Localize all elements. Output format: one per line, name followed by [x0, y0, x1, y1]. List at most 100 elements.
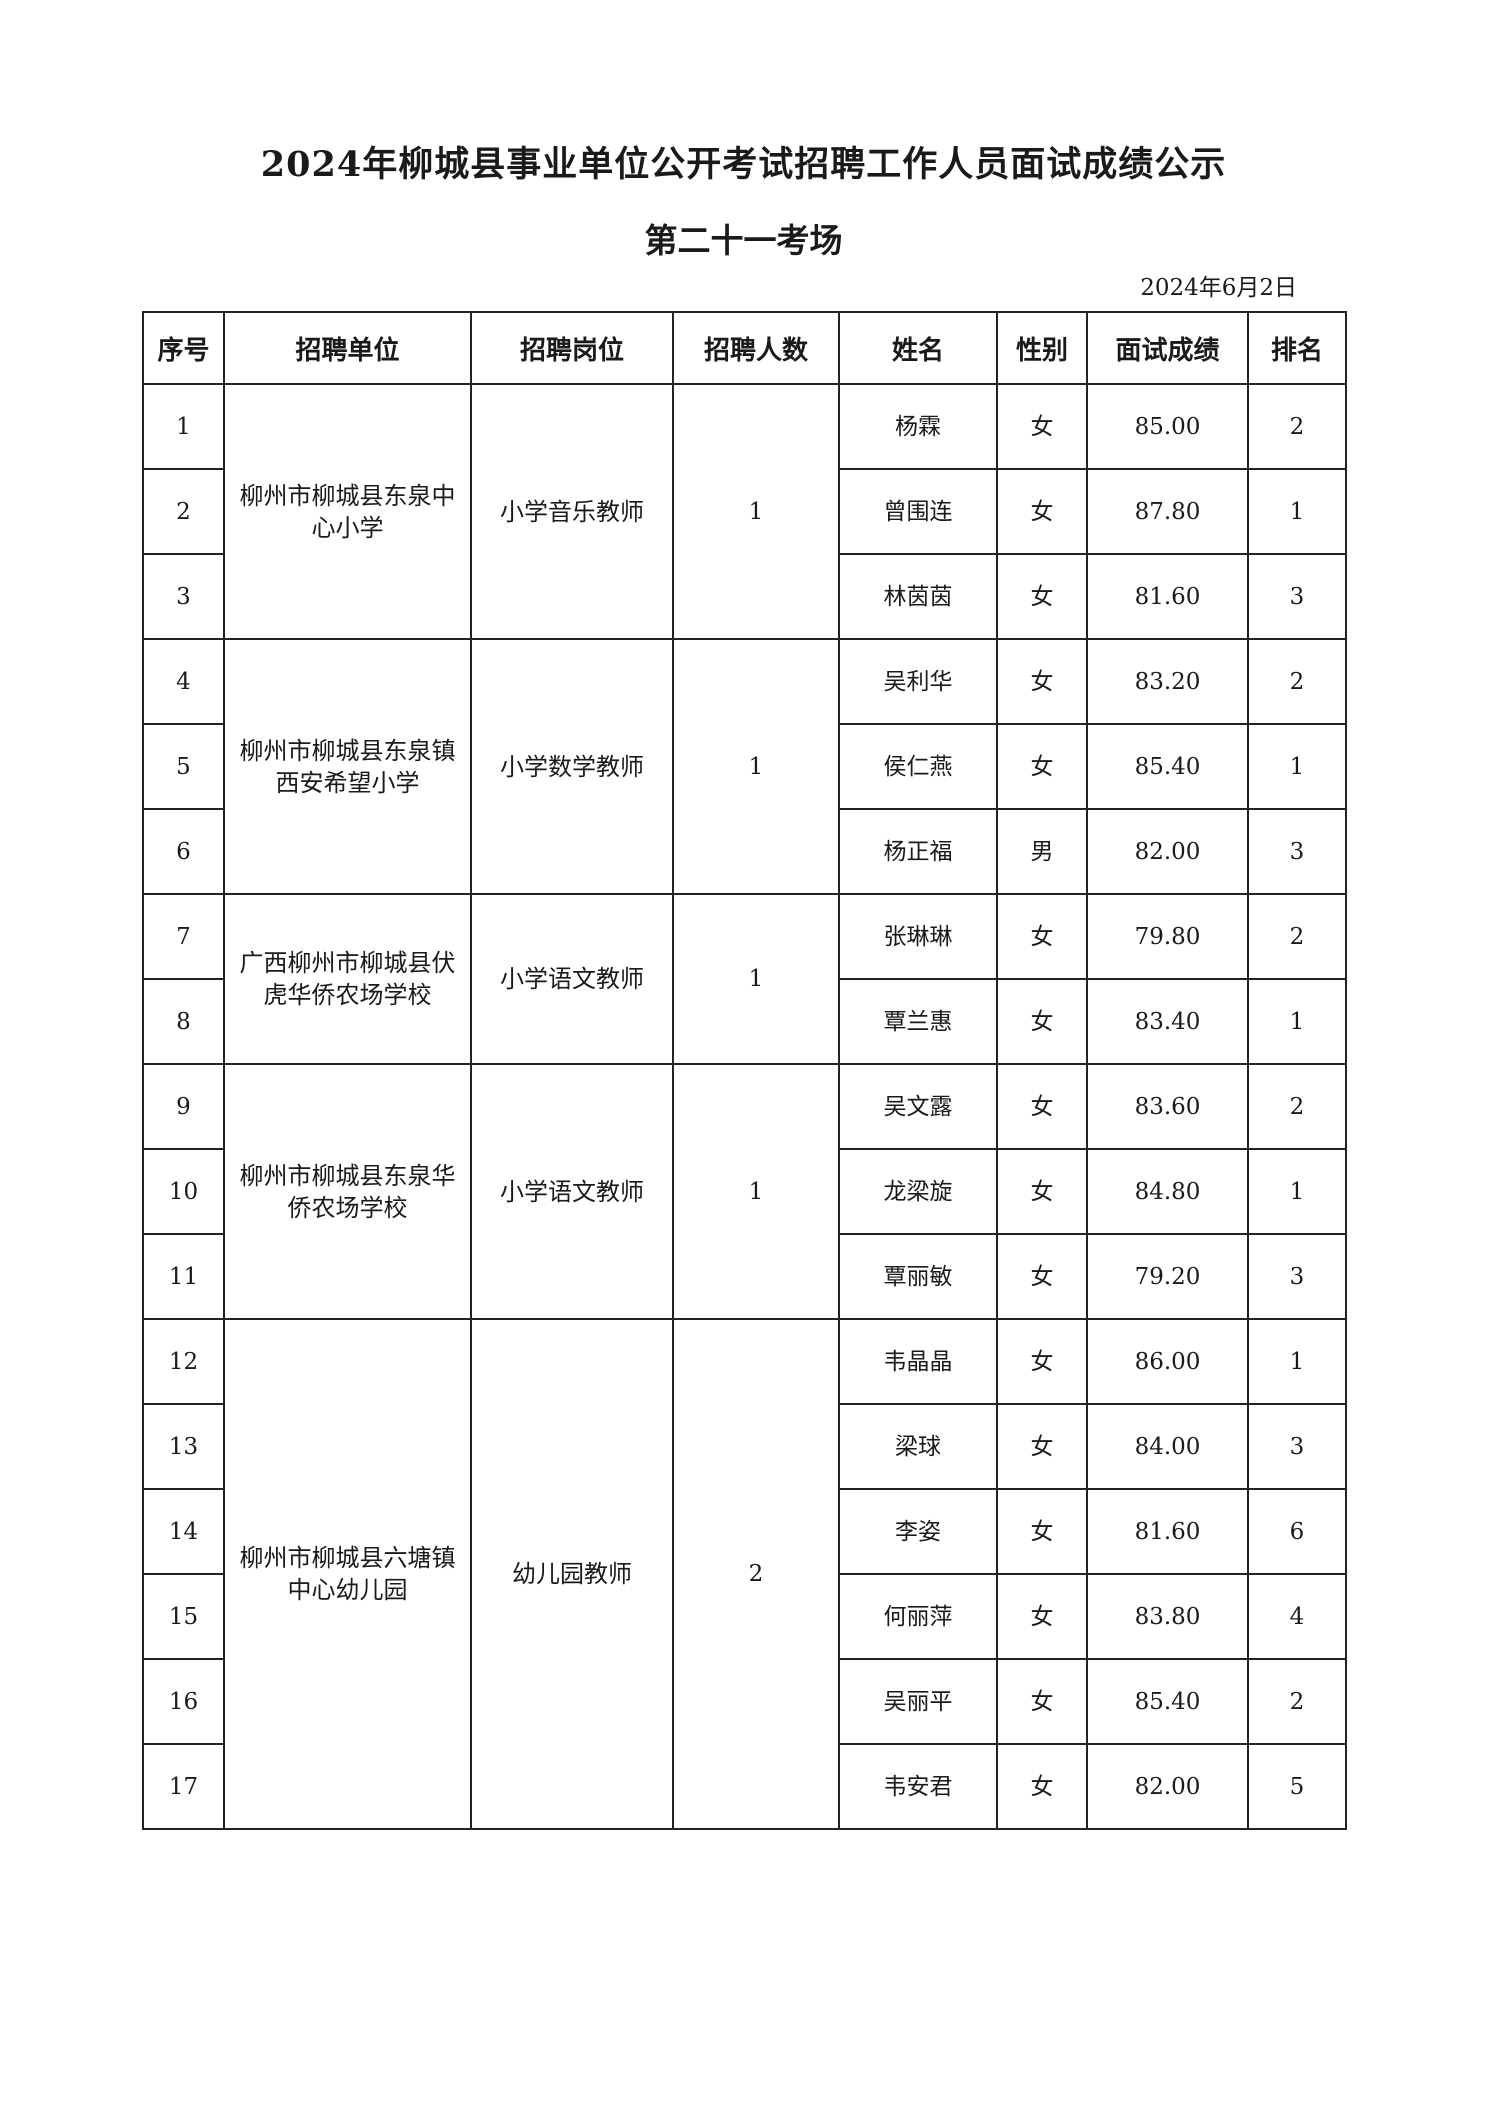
row-number: 17: [142, 1743, 225, 1830]
row-number: 7: [142, 893, 225, 980]
candidate-name: 何丽萍: [838, 1573, 998, 1660]
header-score: 面试成绩: [1086, 311, 1249, 385]
hiring-position: 小学音乐教师: [470, 383, 674, 640]
rank: 3: [1247, 1403, 1347, 1490]
rank: 4: [1247, 1573, 1347, 1660]
publish-date: 2024年6月2日: [1140, 275, 1297, 301]
table-header-row: 序号 招聘单位 招聘岗位 招聘人数 姓名 性别 面试成绩 排名: [142, 311, 1347, 385]
candidate-gender: 女: [996, 1063, 1088, 1150]
interview-score: 83.80: [1086, 1573, 1249, 1660]
table-row: 5 侯仁燕女 85.40 1: [142, 723, 1347, 810]
table-row: 11 覃丽敏女 79.20 3: [142, 1233, 1347, 1320]
candidate-gender: 女: [996, 1743, 1088, 1830]
hiring-unit: 柳州市柳城县东泉镇西安希望小学: [223, 638, 472, 895]
table-row: 12 柳州市柳城县六塘镇中心幼儿园 幼儿园教师 2 韦晶晶女 86.00 1: [142, 1318, 1347, 1830]
hiring-unit: 柳州市柳城县六塘镇中心幼儿园: [223, 1318, 472, 1830]
table-row: 14 李姿女 81.60 6: [142, 1488, 1347, 1575]
rank: 2: [1247, 383, 1347, 470]
row-number: 3: [142, 553, 225, 640]
interview-score: 85.00: [1086, 383, 1249, 470]
rank: 2: [1247, 638, 1347, 725]
candidate-name: 侯仁燕: [838, 723, 998, 810]
candidate-name: 吴丽平: [838, 1658, 998, 1745]
row-number: 13: [142, 1403, 225, 1490]
rank: 2: [1247, 893, 1347, 980]
hiring-position: 幼儿园教师: [470, 1318, 674, 1830]
document-title: 2024年柳城县事业单位公开考试招聘工作人员面试成绩公示: [260, 144, 1227, 185]
interview-score: 83.40: [1086, 978, 1249, 1065]
header-name: 姓名: [838, 311, 998, 385]
hiring-unit: 柳州市柳城县东泉中心小学: [223, 383, 472, 640]
table-row: 2 曾围连女 87.80 1: [142, 468, 1347, 555]
rank: 3: [1247, 553, 1347, 640]
table-row: 17 韦安君女 82.00 5: [142, 1743, 1347, 1830]
header-unit: 招聘单位: [223, 311, 472, 385]
candidate-name: 杨霖: [838, 383, 998, 470]
rank: 1: [1247, 723, 1347, 810]
candidate-name: 曾围连: [838, 468, 998, 555]
candidate-gender: 女: [996, 1148, 1088, 1235]
row-number: 8: [142, 978, 225, 1065]
table-row: 1 柳州市柳城县东泉中心小学 小学音乐教师 1 杨霖女 85.00 2: [142, 383, 1347, 640]
row-number: 10: [142, 1148, 225, 1235]
interview-score: 82.00: [1086, 1743, 1249, 1830]
hiring-count: 1: [672, 383, 840, 640]
candidate-name: 梁球: [838, 1403, 998, 1490]
candidate-gender: 女: [996, 1403, 1088, 1490]
hiring-position: 小学语文教师: [470, 893, 674, 1065]
rank: 1: [1247, 468, 1347, 555]
candidate-gender: 女: [996, 553, 1088, 640]
interview-score: 81.60: [1086, 1488, 1249, 1575]
candidate-gender: 女: [996, 383, 1088, 470]
header-position: 招聘岗位: [470, 311, 674, 385]
row-number: 16: [142, 1658, 225, 1745]
row-number: 15: [142, 1573, 225, 1660]
row-number: 12: [142, 1318, 225, 1405]
hiring-position: 小学数学教师: [470, 638, 674, 895]
row-number: 4: [142, 638, 225, 725]
table-row: 9 柳州市柳城县东泉华侨农场学校 小学语文教师 1 吴文露女 83.60 2: [142, 1063, 1347, 1320]
interview-score: 83.60: [1086, 1063, 1249, 1150]
table-row: 3 林茵茵女 81.60 3: [142, 553, 1347, 640]
table-row: 7 广西柳州市柳城县伏虎华侨农场学校 小学语文教师 1 张琳琳女 79.80 2: [142, 893, 1347, 1065]
interview-score: 85.40: [1086, 1658, 1249, 1745]
candidate-name: 覃丽敏: [838, 1233, 998, 1320]
interview-score: 79.20: [1086, 1233, 1249, 1320]
rank: 2: [1247, 1658, 1347, 1745]
interview-score: 87.80: [1086, 468, 1249, 555]
candidate-name: 吴利华: [838, 638, 998, 725]
candidate-name: 韦安君: [838, 1743, 998, 1830]
candidate-gender: 女: [996, 723, 1088, 810]
candidate-gender: 女: [996, 1573, 1088, 1660]
row-number: 6: [142, 808, 225, 895]
rank: 1: [1247, 1148, 1347, 1235]
row-number: 5: [142, 723, 225, 810]
rank: 1: [1247, 978, 1347, 1065]
hiring-unit: 柳州市柳城县东泉华侨农场学校: [223, 1063, 472, 1320]
table-row: 8 覃兰惠女 83.40 1: [142, 978, 1347, 1065]
rank: 1: [1247, 1318, 1347, 1405]
table-row: 10 龙梁旋女 84.80 1: [142, 1148, 1347, 1235]
candidate-gender: 男: [996, 808, 1088, 895]
row-number: 11: [142, 1233, 225, 1320]
interview-score: 86.00: [1086, 1318, 1249, 1405]
interview-score: 84.80: [1086, 1148, 1249, 1235]
header-rank: 排名: [1247, 311, 1347, 385]
interview-score: 83.20: [1086, 638, 1249, 725]
rank: 2: [1247, 1063, 1347, 1150]
table-row: 6 杨正福男 82.00 3: [142, 808, 1347, 895]
candidate-name: 韦晶晶: [838, 1318, 998, 1405]
candidate-name: 吴文露: [838, 1063, 998, 1150]
rank: 3: [1247, 808, 1347, 895]
candidate-name: 覃兰惠: [838, 978, 998, 1065]
table-row: 4 柳州市柳城县东泉镇西安希望小学 小学数学教师 1 吴利华女 83.20 2: [142, 638, 1347, 895]
header-gender: 性别: [996, 311, 1088, 385]
candidate-gender: 女: [996, 1658, 1088, 1745]
candidate-gender: 女: [996, 1318, 1088, 1405]
hiring-count: 1: [672, 893, 840, 1065]
candidate-name: 龙梁旋: [838, 1148, 998, 1235]
candidate-gender: 女: [996, 1488, 1088, 1575]
row-number: 1: [142, 383, 225, 470]
hiring-count: 1: [672, 1063, 840, 1320]
row-number: 2: [142, 468, 225, 555]
